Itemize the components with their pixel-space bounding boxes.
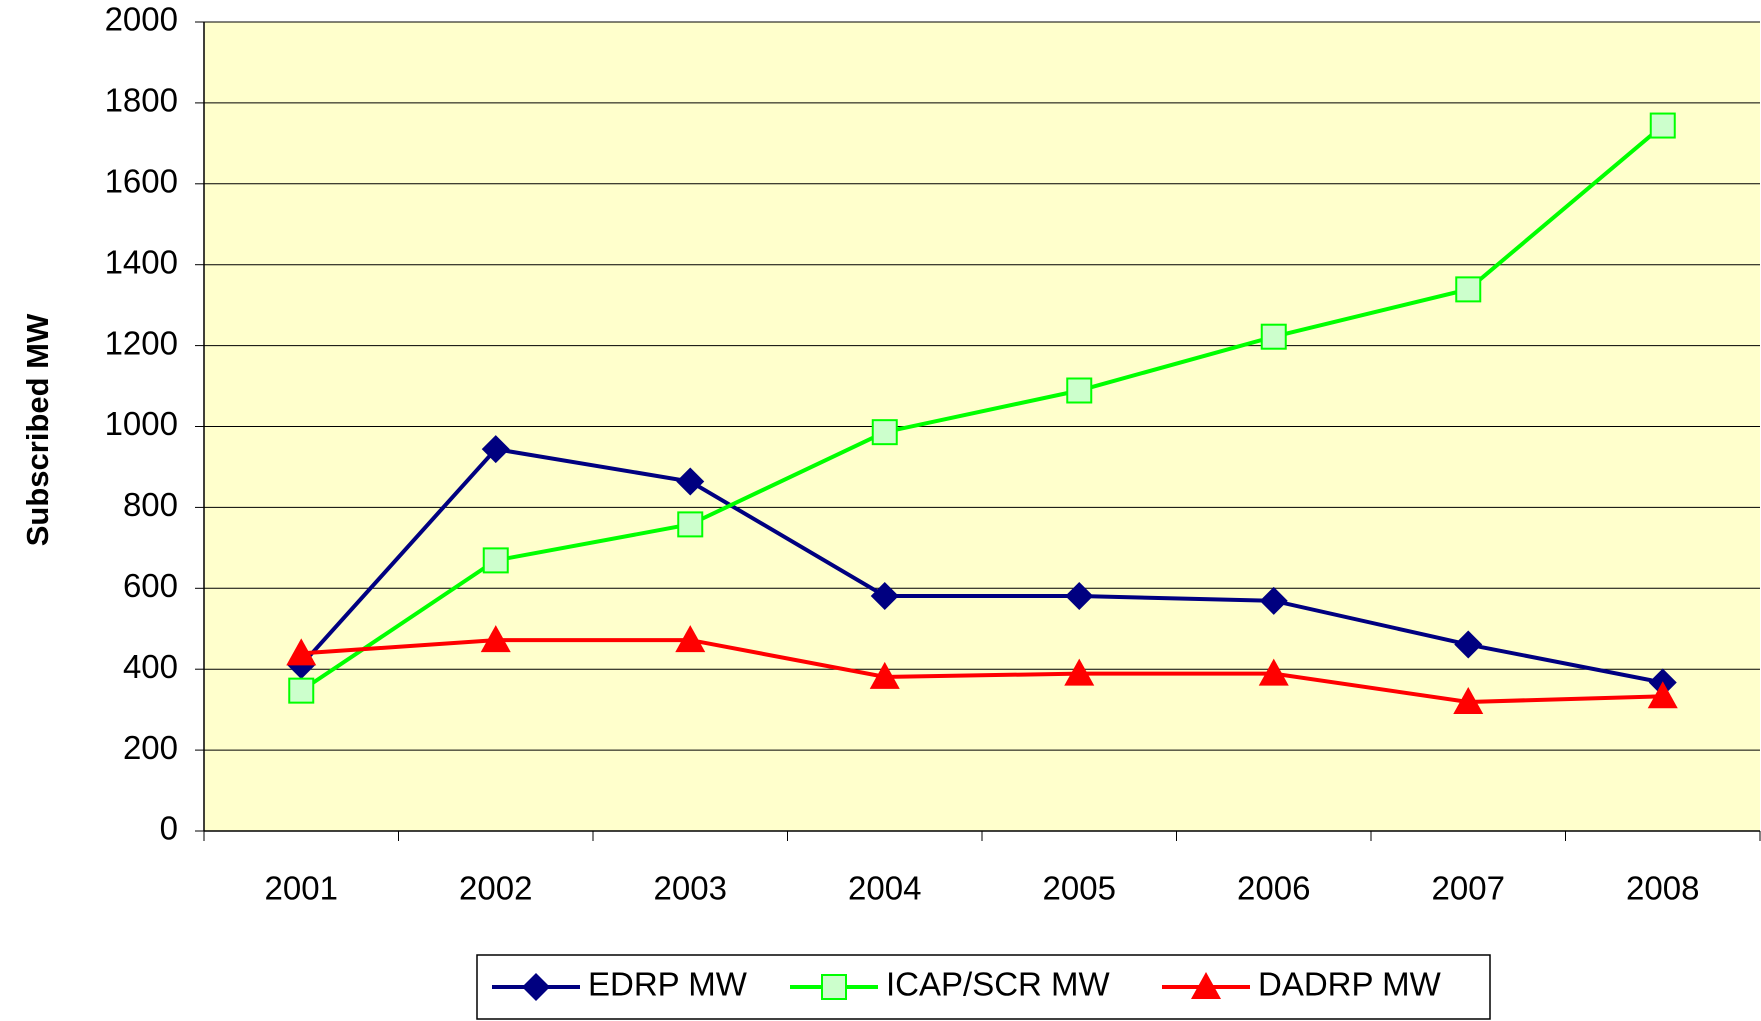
x-tick-label: 2007 [1432, 870, 1505, 907]
y-tick-label: 1200 [105, 324, 178, 361]
y-tick-label: 600 [123, 567, 178, 604]
x-tick-label: 2003 [654, 870, 727, 907]
point [286, 638, 317, 666]
point [1455, 276, 1482, 303]
x-tick-label: 2006 [1237, 870, 1310, 907]
x-tick-label: 2008 [1626, 870, 1699, 907]
point [482, 547, 509, 574]
legend: EDRP MW ICAP/SCR MW DADRP MW [476, 954, 1491, 1020]
y-tick-label: 0 [160, 810, 178, 847]
point [676, 467, 705, 496]
point [677, 511, 704, 538]
point [1453, 686, 1484, 714]
point [480, 625, 511, 653]
point [481, 435, 510, 464]
y-tick-label: 400 [123, 648, 178, 685]
x-tick-label: 2002 [459, 870, 532, 907]
point [675, 625, 706, 653]
point [1260, 323, 1287, 350]
point [870, 581, 899, 610]
point [1649, 112, 1676, 139]
y-tick-label: 2000 [105, 1, 178, 38]
legend-marker [821, 974, 847, 1000]
point [1066, 377, 1093, 404]
point [1259, 586, 1288, 615]
y-tick-label: 1000 [105, 405, 178, 442]
legend-label: ICAP/SCR MW [886, 966, 1111, 1003]
point [869, 661, 900, 689]
point [1064, 658, 1095, 686]
y-tick-label: 1800 [105, 82, 178, 119]
y-tick-label: 200 [123, 729, 178, 766]
point [288, 677, 315, 704]
y-tick-label: 1600 [105, 163, 178, 200]
point [1647, 681, 1678, 709]
point [1454, 630, 1483, 659]
point [1065, 581, 1094, 610]
series-line [299, 446, 1664, 685]
x-tick-label: 2004 [848, 870, 921, 907]
x-tick-label: 2005 [1043, 870, 1116, 907]
legend-label: EDRP MW [588, 966, 748, 1003]
legend-box [476, 954, 1491, 1020]
series-line [300, 124, 1665, 693]
y-tick-label: 800 [123, 486, 178, 523]
x-tick-label: 2001 [265, 870, 338, 907]
y-tick-label: 1400 [105, 243, 178, 280]
legend-marker [1191, 972, 1221, 999]
legend-label: DADRP MW [1258, 966, 1442, 1003]
legend-marker [522, 973, 550, 1001]
y-axis-title: Subscribed MW [20, 313, 55, 546]
point [871, 419, 898, 446]
point [1258, 658, 1289, 686]
series-line [301, 638, 1663, 704]
